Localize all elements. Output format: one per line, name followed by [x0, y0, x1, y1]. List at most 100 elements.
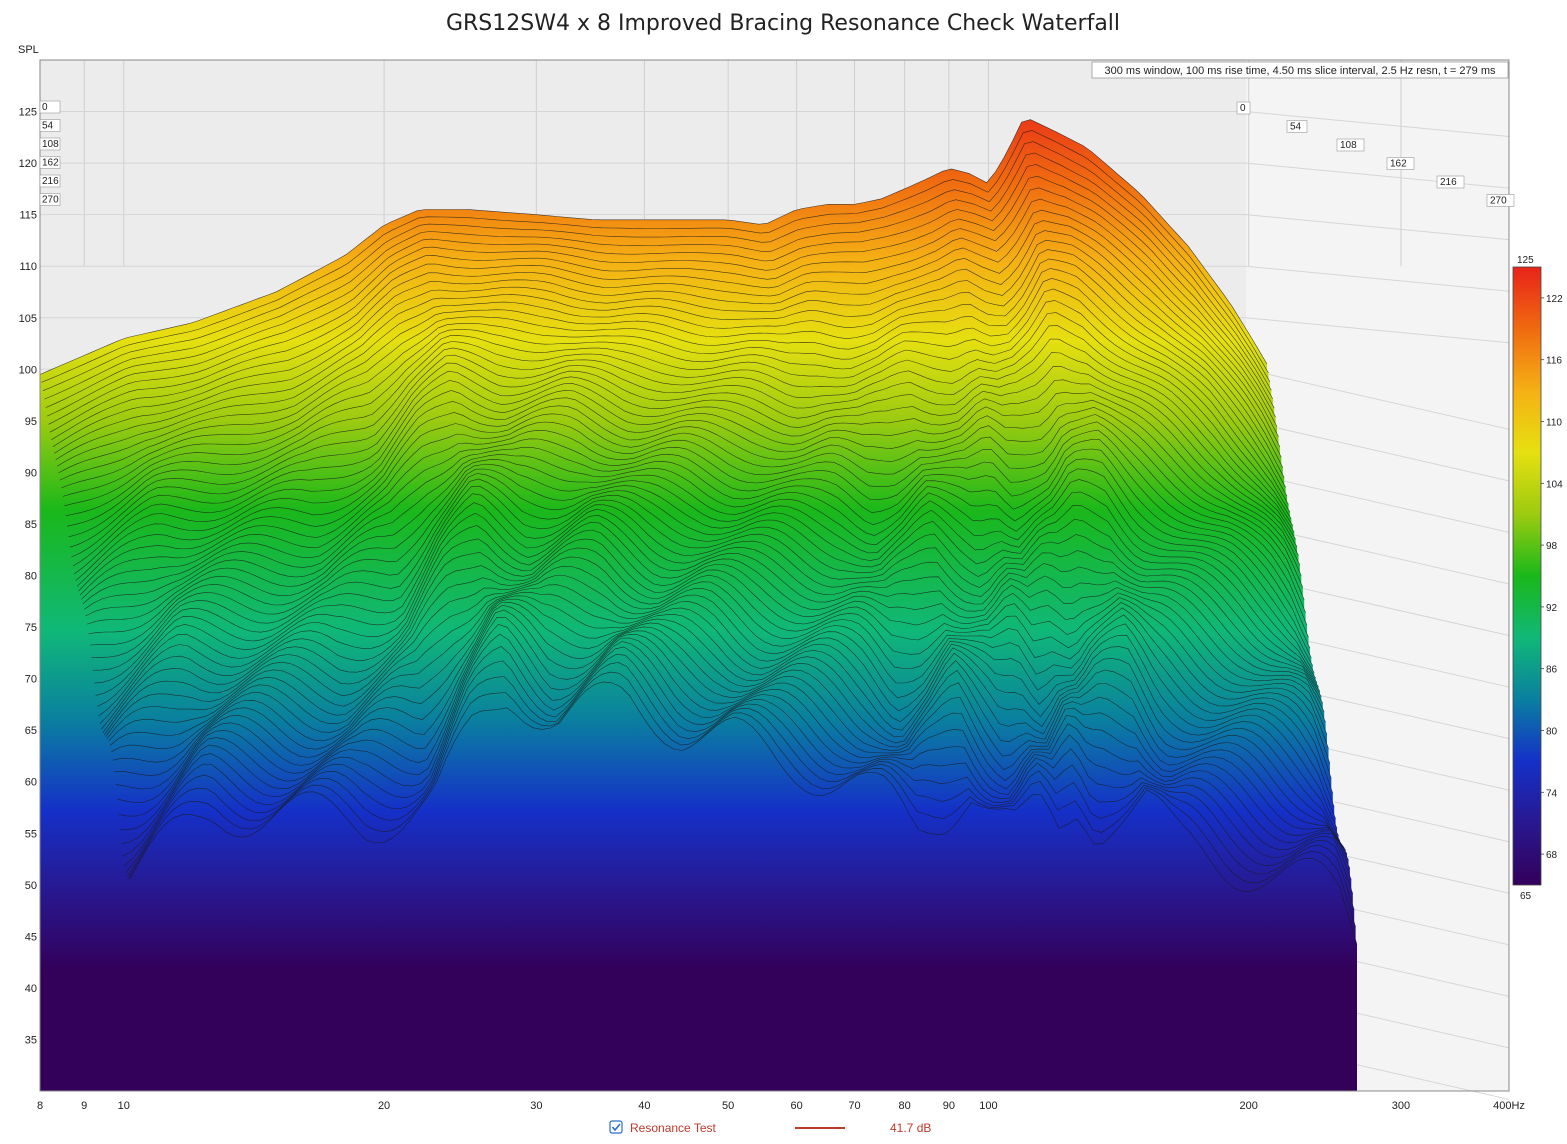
slice-line — [129, 681, 1358, 945]
x-tick-label: 80 — [899, 1100, 911, 1112]
time-tick-box — [39, 100, 61, 114]
time-tick-box — [1336, 138, 1365, 152]
y-tick-label: 85 — [25, 519, 37, 531]
slice-line — [105, 556, 1334, 794]
x-tick-label: 90 — [943, 1100, 955, 1112]
time-tick-label: 162 — [1390, 159, 1407, 170]
info-text: 300 ms window, 100 ms rise time, 4.50 ms… — [1105, 65, 1496, 77]
side-grid-line — [1245, 162, 1510, 189]
y-tick-label: 80 — [25, 571, 37, 583]
colorbar-tick-label: 122 — [1546, 294, 1563, 305]
slice-line — [106, 565, 1335, 807]
x-tick-label: 400Hz — [1493, 1100, 1525, 1112]
slice-line — [88, 464, 1316, 679]
slice-line — [114, 598, 1342, 844]
slice-line — [61, 277, 1289, 505]
time-tick-label: 216 — [42, 176, 59, 187]
slice-line — [81, 429, 1309, 638]
y-axis-label: SPL — [18, 44, 39, 56]
slice-line — [82, 438, 1311, 649]
colorbar-tick-label: 104 — [1546, 479, 1563, 490]
time-tick-label: 0 — [42, 102, 48, 113]
colorbar-tick-label: 92 — [1546, 603, 1558, 614]
slice-line — [65, 312, 1294, 526]
x-tick-label: 50 — [722, 1100, 734, 1112]
slice-line — [78, 413, 1306, 613]
time-tick-label: 54 — [1290, 122, 1302, 133]
y-tick-label: 100 — [19, 364, 37, 376]
slice-line — [41, 130, 1269, 383]
y-tick-label: 35 — [25, 1034, 37, 1046]
slice-line — [39, 119, 1268, 375]
side-grid-line — [1245, 265, 1510, 292]
side-grid-line — [1245, 317, 1510, 344]
colorbar-tick-label: 68 — [1546, 850, 1558, 861]
time-tick-label: 108 — [42, 139, 59, 150]
slice-line — [128, 671, 1356, 928]
time-tick-box — [1236, 101, 1251, 115]
slice-line — [58, 258, 1286, 488]
x-tick-label: 300 — [1392, 1100, 1410, 1112]
info-box — [1091, 61, 1509, 79]
x-tick-label: 8 — [37, 1100, 43, 1112]
y-tick-label: 115 — [19, 210, 37, 222]
plot-border — [39, 59, 1510, 1092]
time-tick-box — [39, 119, 61, 132]
check-icon — [611, 1123, 621, 1132]
slice-line — [76, 405, 1305, 600]
colorbar-tick-label: 74 — [1546, 788, 1558, 799]
x-tick-label: 40 — [638, 1100, 650, 1112]
time-tick-label: 54 — [42, 121, 54, 132]
legend-checkbox[interactable] — [609, 1120, 623, 1134]
time-tick-box — [39, 137, 61, 151]
slice-line — [117, 604, 1345, 848]
colorbar-tick-label: 116 — [1546, 356, 1562, 367]
time-tick-box — [39, 156, 61, 169]
slice-line — [89, 468, 1318, 683]
slice-line — [54, 230, 1282, 458]
slice-line — [68, 338, 1296, 540]
slice-line — [119, 617, 1348, 855]
time-tick-box — [1436, 175, 1465, 189]
x-tick-label: 100 — [979, 1100, 997, 1112]
slice-line — [111, 591, 1339, 836]
x-tick-label: 60 — [790, 1100, 802, 1112]
slice-line — [96, 502, 1325, 713]
time-axis-ticks-left: 0 54 108 162 216 270 — [39, 100, 61, 206]
slice-line — [74, 389, 1302, 576]
time-tick-label: 108 — [1340, 140, 1357, 151]
slice-line — [112, 595, 1341, 841]
colorbar-min-label: 65 — [1520, 891, 1532, 902]
y-tick-label: 55 — [25, 828, 37, 840]
side-grid-line — [1245, 111, 1510, 138]
x-tick-label: 200 — [1240, 1100, 1258, 1112]
slice-line — [42, 141, 1271, 391]
slice-line — [95, 493, 1324, 704]
slice-fill — [40, 681, 1357, 1091]
slice-line — [49, 198, 1278, 433]
chart-title: GRS12SW4 x 8 Improved Bracing Resonance … — [446, 11, 1120, 36]
slice-line — [99, 521, 1328, 735]
y-tick-label: 40 — [25, 983, 37, 995]
y-tick-label: 110 — [19, 261, 37, 273]
legend-series-name: Resonance Test — [630, 1121, 717, 1135]
y-tick-label: 75 — [25, 622, 37, 634]
slice-line — [56, 249, 1285, 478]
colorbar-tick-label: 80 — [1546, 727, 1558, 738]
time-tick-box — [39, 193, 61, 206]
legend[interactable]: Resonance Test 41.7 dB — [609, 1120, 931, 1135]
slice-line — [91, 473, 1319, 687]
slice-line — [67, 325, 1295, 533]
slice-line — [72, 379, 1301, 567]
x-tick-label: 9 — [81, 1100, 87, 1112]
slice-line — [64, 300, 1292, 520]
x-axis-ticks: 8 9 10 20 30 40 50 60 70 80 90 100 200 300 400Hz — [37, 1100, 1525, 1112]
colorbar-ticks: 122 116 110 104 98 92 86 80 74 68 — [1541, 294, 1563, 861]
colorbar — [1512, 266, 1542, 886]
slice-line — [62, 288, 1291, 513]
time-tick-label: 162 — [42, 158, 59, 169]
slice-line — [118, 609, 1346, 851]
slice-line — [87, 459, 1315, 673]
slice-line — [75, 397, 1304, 588]
slice-line — [124, 646, 1352, 880]
